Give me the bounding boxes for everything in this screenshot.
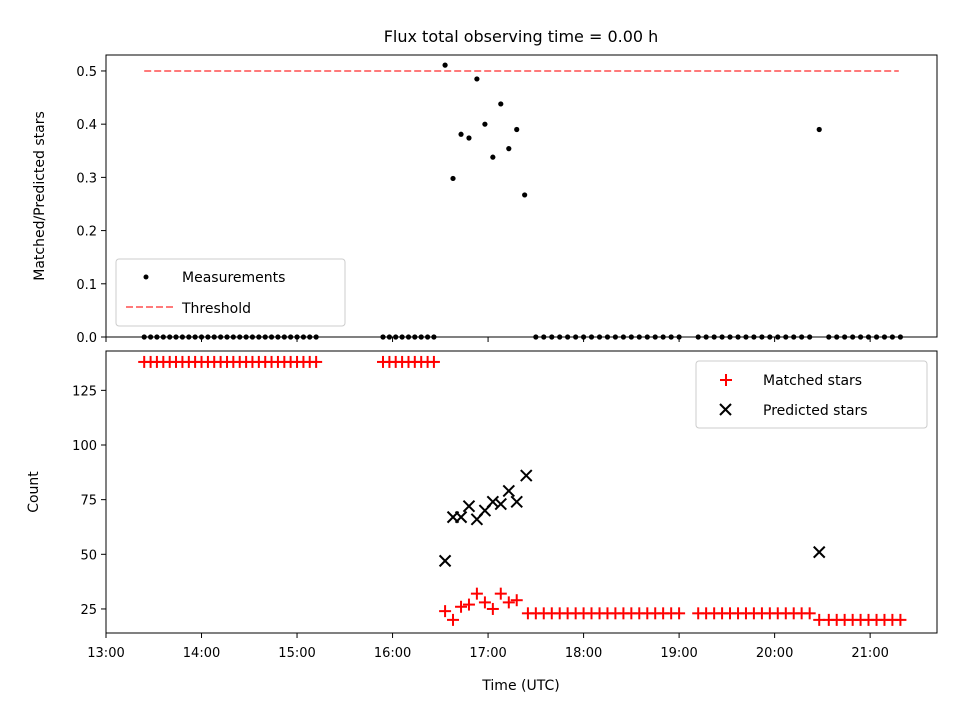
predicted-star-point <box>510 495 523 509</box>
predicted-star-stroke <box>438 554 452 568</box>
bottom-y-tick-label: 50 <box>80 548 97 563</box>
top-legend-box <box>115 258 346 327</box>
bottom-x-tick-label: 19:00 <box>660 646 697 661</box>
bottom-x-tick-label: 16:00 <box>374 646 411 661</box>
x-axis-label: Time (UTC) <box>481 678 559 694</box>
bottom-y-tick-label: 75 <box>80 494 97 509</box>
matched-star-point <box>510 594 523 607</box>
measurement-point <box>482 121 488 127</box>
bottom-x-tick-label: 17:00 <box>469 646 506 661</box>
top-axes-frame <box>105 54 938 338</box>
matched-star-point <box>486 602 499 615</box>
predicted-star-point <box>438 554 452 568</box>
predicted-star-stroke <box>520 469 533 482</box>
predicted-star-point <box>520 469 533 482</box>
predicted-star-stroke <box>813 545 826 559</box>
matched-star-point <box>673 607 686 620</box>
bottom-x-tick-label: 21:00 <box>851 646 888 661</box>
bottom-y-tick-label: 25 <box>80 603 97 618</box>
top-y-axis: 0.0 0.1 0.2 0.3 0.4 0.5 <box>76 65 106 346</box>
bottom-y-axis: 25 50 75 100 125 <box>72 384 106 618</box>
chart-title: Flux total observing time = 0.00 h <box>384 27 659 46</box>
predicted-star-stroke <box>510 495 523 509</box>
bottom-x-tick-label: 14:00 <box>183 646 220 661</box>
predicted-star-stroke <box>454 510 468 524</box>
matched-star-point <box>462 598 475 611</box>
top-y-axis-label: Matched/Predicted stars <box>32 111 48 281</box>
measurement-point <box>506 146 512 152</box>
bottom-x-axis: 13:00 14:00 15:00 16:00 17:00 18:00 19:00 20:00… <box>87 633 889 661</box>
legend-matched-label: Matched stars <box>763 373 862 389</box>
top-y-tick-label: 0.1 <box>76 278 97 293</box>
top-legend: Measurements Threshold <box>115 258 346 327</box>
predicted-star-stroke <box>502 484 516 498</box>
bottom-axes-frame <box>105 350 938 634</box>
matched-star-point <box>310 355 323 368</box>
bottom-plot-area <box>138 355 907 626</box>
predicted-star-stroke <box>494 497 507 511</box>
predicted-star-point <box>502 484 516 498</box>
top-y-tick-label: 0.4 <box>76 118 97 133</box>
legend-predicted-label: Predicted stars <box>763 403 868 419</box>
measurement-point <box>466 135 472 141</box>
bottom-y-axis-label: Count <box>26 471 42 513</box>
top-x-ticks <box>105 337 871 342</box>
bottom-x-tick-label: 18:00 <box>565 646 602 661</box>
matched-star-point <box>447 613 460 626</box>
predicted-star-point <box>813 545 826 559</box>
measurement-point <box>498 101 504 107</box>
measurement-point <box>816 126 822 133</box>
predicted-star-point <box>486 495 500 509</box>
top-y-tick-label: 0.3 <box>76 171 97 186</box>
measurement-point <box>522 192 528 198</box>
predicted-star-stroke <box>462 500 476 513</box>
top-y-tick-label: 0.0 <box>76 331 97 346</box>
legend-matched-marker <box>720 374 732 386</box>
top-y-tick-label: 0.2 <box>76 225 97 240</box>
predicted-star-point <box>462 500 476 513</box>
matched-star-point <box>427 355 440 368</box>
bottom-y-tick-label: 125 <box>72 384 97 399</box>
predicted-star-point <box>454 510 468 524</box>
bottom-y-tick-label: 100 <box>72 439 97 454</box>
matched-star-point <box>803 607 816 620</box>
measurement-point <box>442 62 448 68</box>
matched-star-point <box>439 605 452 618</box>
measurement-point <box>458 131 464 137</box>
bottom-x-tick-label: 15:00 <box>278 646 315 661</box>
legend-measurements-label: Measurements <box>182 270 285 286</box>
matched-star-point <box>478 596 491 609</box>
bottom-legend: Matched stars Predicted stars <box>695 360 928 429</box>
measurement-point <box>490 154 496 160</box>
matched-star-point <box>894 613 907 626</box>
measurement-point <box>474 76 480 82</box>
bottom-x-tick-label: 13:00 <box>87 646 124 661</box>
matched-star-point <box>455 600 468 613</box>
legend-predicted-marker <box>719 403 732 416</box>
legend-threshold-label: Threshold <box>181 301 251 317</box>
matched-star-point <box>470 587 483 600</box>
bottom-legend-box <box>695 360 928 429</box>
matched-star-point <box>502 596 515 609</box>
measurement-point <box>450 175 456 182</box>
bottom-x-tick-label: 20:00 <box>756 646 793 661</box>
bottom-panel: 25 50 75 100 125 13:00 14:00 15:00 16:00 17:00 18… <box>26 350 938 694</box>
predicted-star-point <box>494 497 507 511</box>
predicted-star-stroke <box>486 495 500 509</box>
matched-star-point <box>494 587 507 600</box>
measurement-point <box>514 126 520 133</box>
legend-measurements-marker <box>143 274 149 280</box>
top-y-tick-label: 0.5 <box>76 65 97 80</box>
top-panel: Flux total observing time = 0.00 h 0.00.… <box>32 27 938 346</box>
